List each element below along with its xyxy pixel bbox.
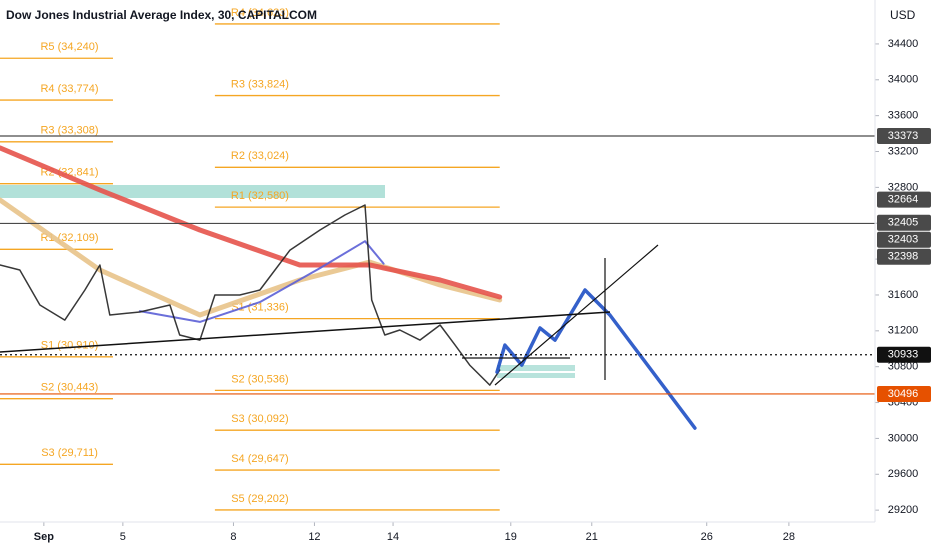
- y-tick-label: 31200: [888, 325, 919, 337]
- y-tick-label: 32800: [888, 181, 919, 193]
- x-tick-label: 26: [701, 531, 713, 543]
- x-tick-label: 19: [505, 531, 517, 543]
- y-tick-label: 30000: [888, 432, 919, 444]
- price-badge-label: 32398: [888, 251, 919, 263]
- pivot-label: S3 (30,092): [231, 413, 288, 425]
- y-tick-label: 29200: [888, 504, 919, 516]
- y-tick-label: 33200: [888, 145, 919, 157]
- pivot-label: S2 (30,536): [231, 373, 288, 385]
- chart-title: Dow Jones Industrial Average Index, 30, …: [6, 8, 317, 22]
- y-tick-label: 34000: [888, 74, 919, 86]
- pivot-label: S4 (29,647): [231, 453, 288, 465]
- zone: [497, 373, 575, 378]
- trend-line: [494, 244, 659, 386]
- price-badge: [877, 128, 931, 145]
- price-badge: [877, 385, 931, 402]
- series-line: [495, 288, 697, 430]
- price-badge: [877, 214, 931, 231]
- price-badge-label: 30496: [888, 388, 919, 400]
- x-tick-label: 21: [586, 531, 598, 543]
- x-tick-label: 5: [120, 531, 126, 543]
- x-tick-label: 28: [783, 531, 795, 543]
- y-tick-label: 29600: [888, 468, 919, 480]
- x-tick-label: 12: [308, 531, 320, 543]
- y-tick-label: 30800: [888, 361, 919, 373]
- x-tick-label: 8: [230, 531, 236, 543]
- pivot-label: R3 (33,824): [231, 78, 289, 90]
- pivot-label: R1 (32,580): [231, 190, 289, 202]
- price-badge-label: 32403: [888, 234, 919, 246]
- y-tick-label: 33600: [888, 110, 919, 122]
- y-tick-label: 34400: [888, 38, 919, 50]
- pivot-label: S5 (29,202): [231, 493, 288, 505]
- price-badge-label: 33373: [888, 130, 919, 142]
- price-badge-label: 32405: [888, 217, 919, 229]
- pivot-label: S3 (29,711): [41, 447, 98, 459]
- pivot-label: S1 (31,336): [231, 302, 288, 314]
- pivot-label: R3 (33,308): [40, 125, 98, 137]
- price-badge: [877, 248, 931, 265]
- unit-label: USD: [890, 8, 916, 22]
- price-badge: [877, 231, 931, 248]
- pivot-label: R4 (33,774): [40, 83, 98, 95]
- price-badge-label: 32664: [888, 193, 919, 205]
- pivot-label: S2 (30,443): [41, 382, 98, 394]
- pivot-label: R4 (34,623): [231, 7, 289, 19]
- series-line: [0, 145, 503, 300]
- x-tick-label: 14: [387, 531, 399, 543]
- zone: [497, 365, 575, 371]
- pivot-label: R2 (33,024): [231, 150, 289, 162]
- trend-line: [0, 311, 611, 353]
- zone: [0, 185, 385, 198]
- pivot-label: R5 (34,240): [40, 41, 98, 53]
- series-line: [0, 204, 501, 386]
- price-badge: [877, 191, 931, 208]
- x-tick-label: Sep: [34, 531, 54, 543]
- price-badge: [877, 346, 931, 363]
- y-tick-label: 31600: [888, 289, 919, 301]
- price-badge-label: 30933: [888, 349, 919, 361]
